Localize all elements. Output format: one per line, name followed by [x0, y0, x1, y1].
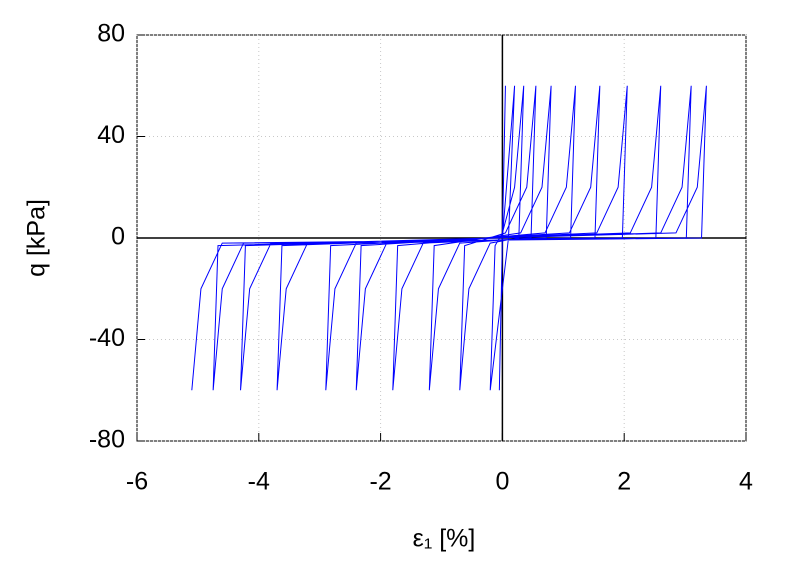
x-tick-label: 4 [739, 468, 753, 496]
data-line [191, 85, 707, 391]
x-tick-label: -2 [369, 468, 391, 496]
x-tick-label: 2 [617, 468, 631, 496]
y-tick-label: -80 [89, 426, 125, 454]
x-tick-label: 0 [495, 468, 509, 496]
x-axis-label: ε₁ [%] [413, 525, 476, 553]
y-tick-label: 80 [97, 20, 125, 48]
y-tick-label: -40 [89, 324, 125, 352]
y-tick-label: 0 [111, 223, 125, 251]
x-tick-label: -4 [248, 468, 270, 496]
x-tick-label: -6 [126, 468, 148, 496]
y-axis-label: q [kPa] [23, 199, 51, 277]
y-tick-label: 40 [97, 121, 125, 149]
